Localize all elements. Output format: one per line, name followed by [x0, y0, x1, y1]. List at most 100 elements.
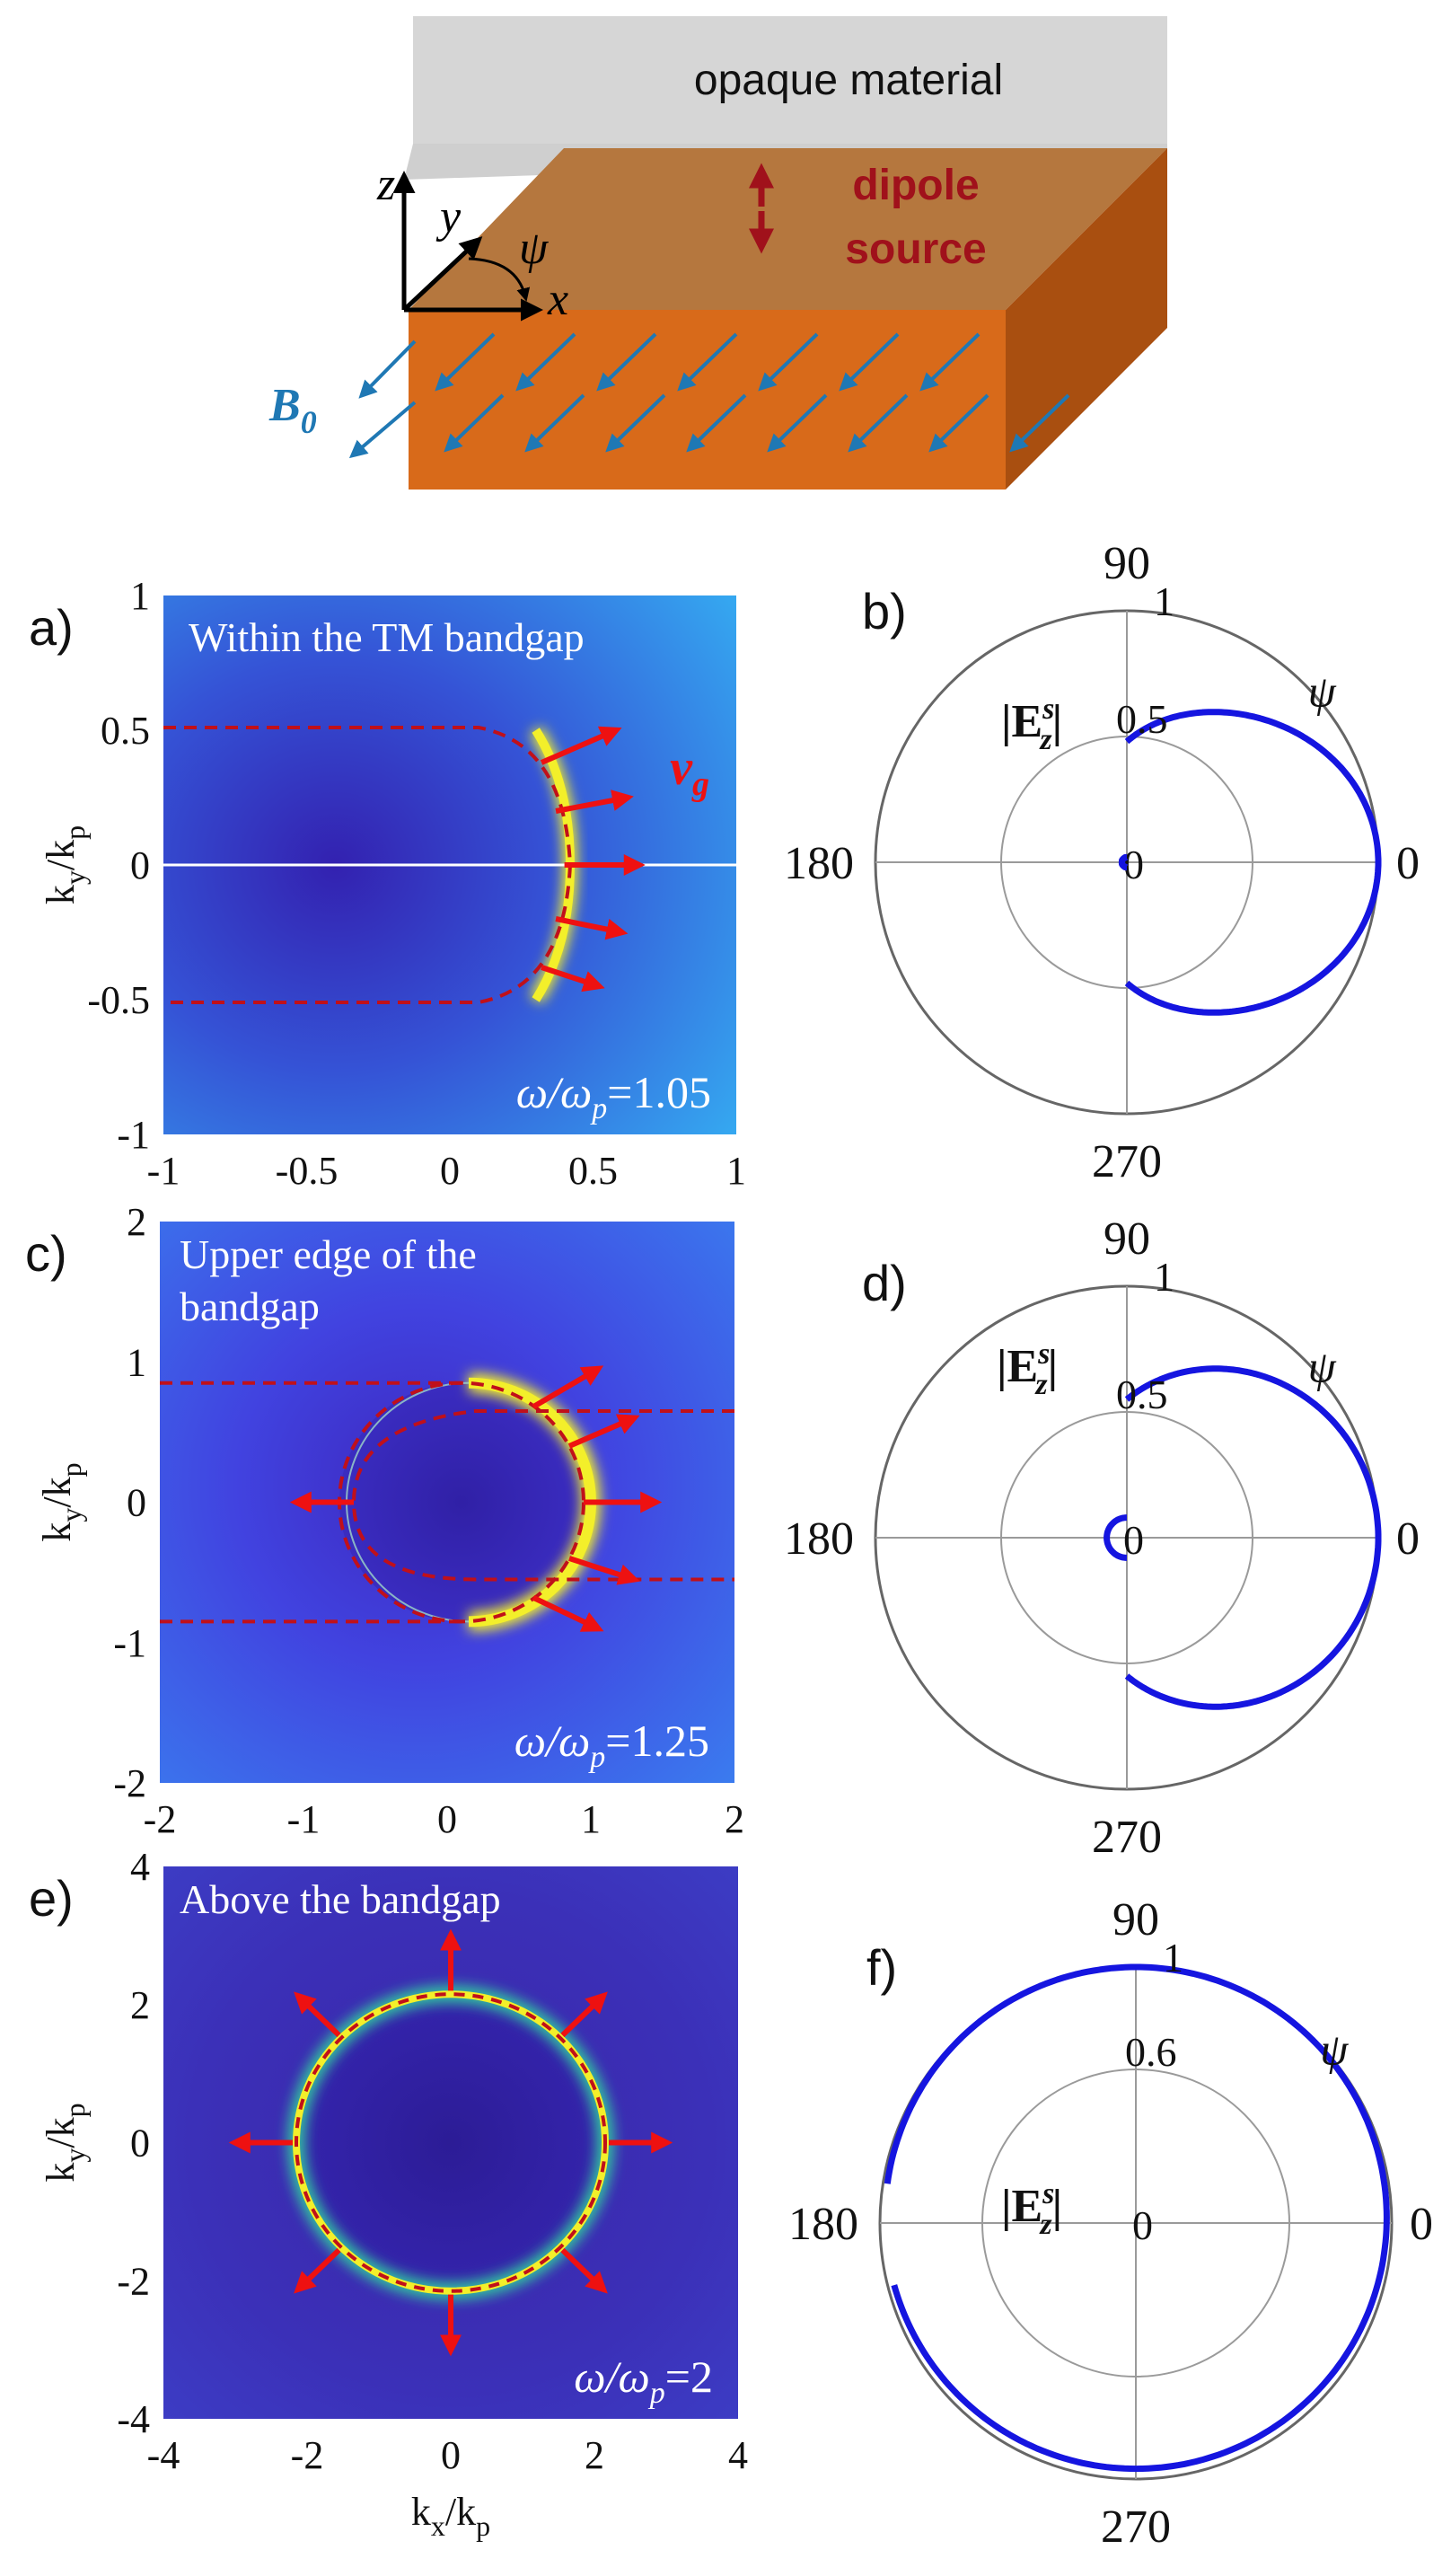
x-tick-label: 4: [728, 2433, 748, 2477]
psi-label: ψ: [1320, 2024, 1349, 2074]
group-velocity-arrow: [560, 2247, 608, 2294]
radius-label-0: 0: [1123, 1517, 1144, 1563]
radius-label-0: 0: [1132, 2202, 1153, 2248]
y-tick-label: -0.5: [87, 978, 150, 1022]
panel-caption: Above the bandgap: [180, 1876, 501, 1922]
y-tick-label: 0: [127, 1481, 146, 1525]
isofrequency-ring: [295, 1992, 607, 2293]
y-tick-label: 0: [130, 843, 150, 887]
psi-label: ψ: [1308, 1341, 1337, 1391]
field-arrow: [515, 332, 576, 392]
quantity-label: |Es z|: [997, 1337, 1058, 1401]
group-velocity-arrow: [555, 790, 634, 814]
psi-arc: [468, 257, 531, 302]
radiation-pattern-back: [1104, 1514, 1127, 1561]
x-tick-label: 1: [581, 1797, 601, 1841]
field-arrow: [1009, 393, 1070, 453]
field-arrow: [758, 332, 819, 392]
x-tick-label: 0: [441, 2433, 461, 2477]
field-arrow: [435, 332, 496, 392]
field-arrow: [928, 393, 989, 453]
radius-label-outer: 1: [1154, 578, 1174, 624]
panel-c: Upper edge of the bandgap -2 -1 0 1 2 2 1 0 -1 -2 ky…: [25, 1200, 744, 1841]
field-arrow: [444, 393, 505, 453]
radius-label-0: 0: [1123, 842, 1144, 887]
dipole-label-line2: source: [845, 225, 986, 273]
group-velocity-arrow: [555, 916, 629, 940]
group-velocity-arrow: [540, 726, 622, 765]
angle-label-180: 180: [784, 838, 854, 889]
y-axis-label: ky/kp: [39, 825, 91, 904]
x-tick-label: -4: [147, 2433, 180, 2477]
x-tick-label: 1: [726, 1149, 746, 1193]
x-axis-label: kx/kp: [411, 2490, 490, 2542]
panel-f: 90 180 0 270 0 0.6 1 ψ |Es z| f): [788, 1894, 1433, 2553]
radius-label-inner: 0.5: [1116, 1372, 1168, 1417]
opaque-layer-top: [413, 16, 1167, 144]
angle-label-0: 0: [1396, 838, 1420, 889]
panel-e: Above the bandgap -4 -2 0 2 4 4 2 0 -2 -4 ky/kp e) ω/…: [29, 1845, 748, 2542]
y-tick-label: -2: [117, 2259, 150, 2303]
y-tick-label: 2: [127, 1200, 146, 1244]
panel-label: f): [866, 1939, 897, 1996]
panel-caption-line2: bandgap: [180, 1284, 320, 1329]
field-arrow: [919, 332, 981, 392]
y-tick-label: 1: [130, 574, 150, 618]
y-axis-label: ky/kp: [39, 2103, 91, 2182]
field-arrow: [686, 393, 747, 453]
z-axis-label: z: [376, 159, 395, 210]
group-velocity-arrow: [294, 2247, 341, 2294]
isofrequency-contour: [163, 726, 572, 1004]
group-velocity-arrow: [294, 1991, 341, 2038]
field-arrow: [767, 393, 828, 453]
y-tick-label: -1: [117, 1113, 150, 1157]
field-arrow: [596, 332, 657, 392]
isofrequency-contour: [351, 1408, 734, 1582]
angle-label-180: 180: [784, 1513, 854, 1565]
y-tick-label: 0: [130, 2122, 150, 2166]
group-velocity-arrow: [541, 965, 605, 992]
psi-label: ψ: [1308, 666, 1337, 716]
y-tick-label: 0.5: [101, 709, 150, 753]
x-tick-label: 2: [585, 2433, 604, 2477]
x-tick-label: -1: [287, 1797, 321, 1841]
x-tick-label: -2: [291, 2433, 324, 2477]
angle-label-0: 0: [1396, 1513, 1420, 1565]
y-axis-label: ky/kp: [35, 1462, 87, 1541]
panel-caption-line1: Upper edge of the: [180, 1231, 477, 1277]
radiation-pattern: [1124, 1365, 1382, 1710]
quantity-label: |Es z|: [1001, 693, 1062, 756]
panel-label: c): [25, 1225, 67, 1282]
radius-label-inner: 0.5: [1116, 696, 1168, 742]
group-velocity-arrow: [560, 1991, 608, 2038]
x-tick-label: -2: [144, 1797, 177, 1841]
panel-label: e): [29, 1870, 74, 1927]
frequency-label: ω/ωp=1.25: [514, 1716, 709, 1774]
magnetic-field-arrows: [348, 332, 1070, 459]
b0-label: B0: [268, 380, 317, 440]
group-velocity-arrow: [532, 1595, 604, 1632]
frequency-label: ω/ωp=2: [574, 2351, 713, 2410]
radiation-pattern: [1124, 709, 1382, 1016]
group-velocity-arrow: [567, 1414, 640, 1449]
field-arrow: [605, 393, 666, 453]
group-velocity-arrow: [568, 1556, 640, 1585]
y-axis: [402, 236, 483, 312]
panel-b: 90 180 0 270 0 0.5 1 ψ |Es z| b): [784, 538, 1420, 1187]
angle-label-270: 270: [1092, 1812, 1162, 1863]
x-axis-label: x: [547, 274, 568, 325]
psi-label: ψ: [519, 223, 550, 274]
y-tick-label: 4: [130, 1845, 150, 1889]
frequency-label: ω/ωp=1.05: [516, 1067, 711, 1125]
x-tick-label: 0: [437, 1797, 457, 1841]
dark-disk: [339, 1382, 584, 1622]
y-tick-label: 2: [130, 1983, 150, 2027]
x-tick-label: -1: [147, 1149, 180, 1193]
panel-caption: Within the TM bandgap: [189, 614, 585, 660]
radius-label-inner: 0.6: [1125, 2029, 1177, 2075]
x-tick-label: -0.5: [276, 1149, 339, 1193]
quantity-label: |Es z|: [1001, 2177, 1062, 2241]
y-tick-label: -1: [113, 1621, 146, 1665]
field-arrow: [524, 393, 585, 453]
